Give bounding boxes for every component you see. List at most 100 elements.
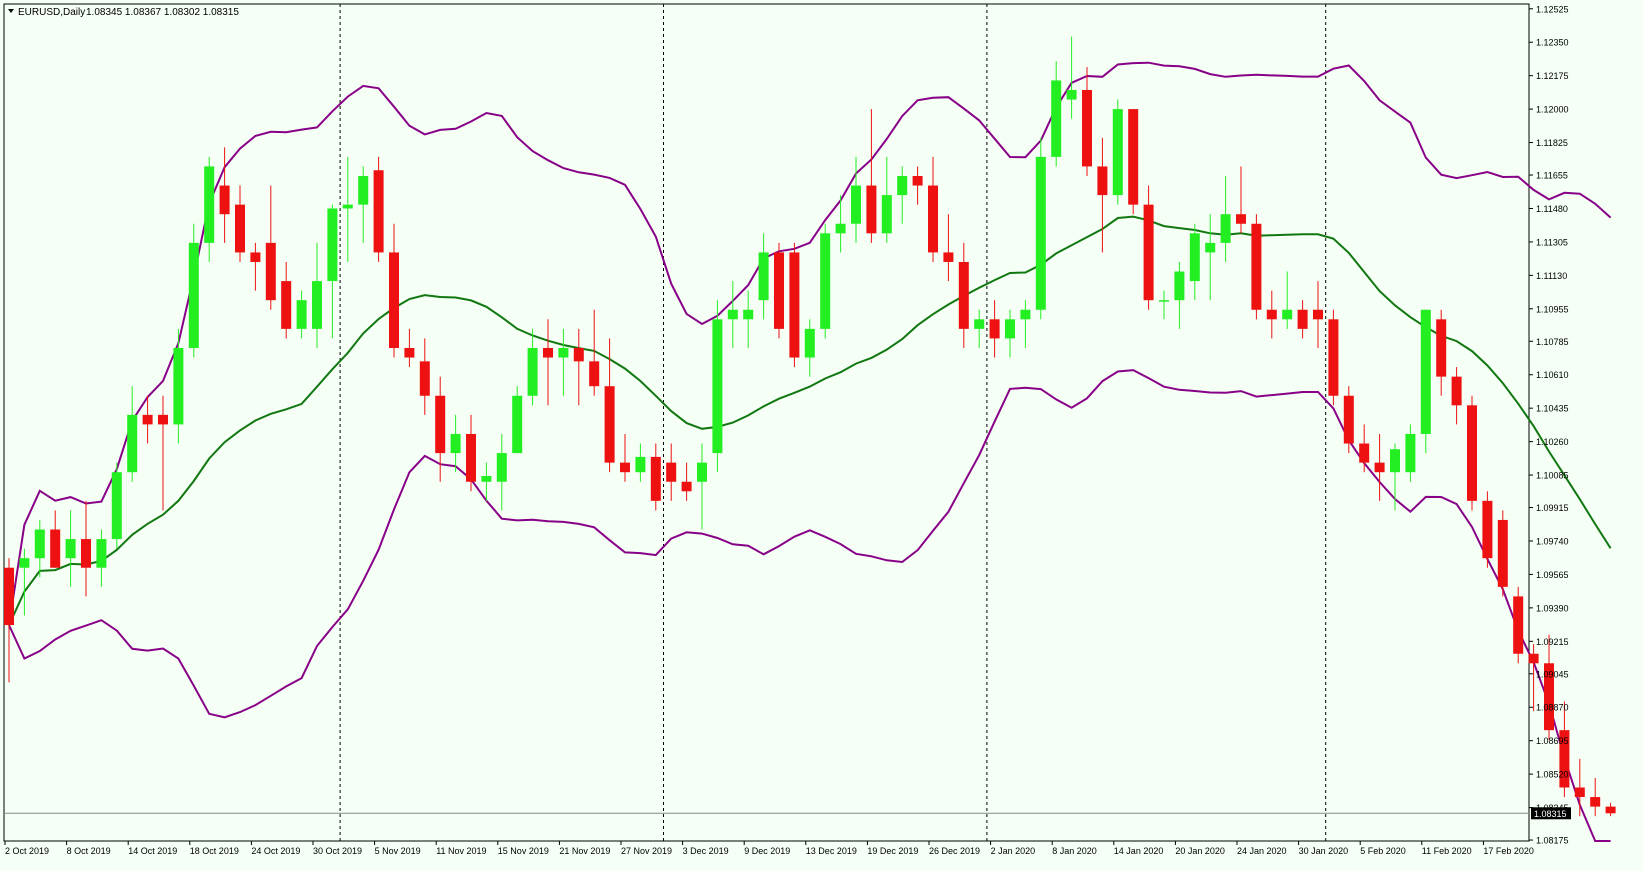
candle-body — [19, 558, 30, 568]
candle-body — [142, 414, 153, 425]
period-separators — [339, 4, 1327, 841]
candle-body — [1189, 233, 1200, 282]
candle-body — [1159, 300, 1169, 302]
candle — [866, 109, 877, 243]
candle — [974, 309, 985, 348]
candle-body — [96, 539, 107, 568]
candle-body — [173, 347, 184, 425]
candle — [4, 558, 14, 683]
candle-body — [1082, 89, 1092, 167]
candle — [1467, 395, 1477, 511]
x-tick-label: 14 Jan 2020 — [1114, 846, 1164, 856]
candle — [1035, 137, 1046, 320]
candle — [666, 443, 677, 501]
candle-body — [419, 361, 430, 396]
candle-body — [650, 456, 661, 501]
y-tick-label: 1.11130 — [1536, 271, 1567, 281]
candle-body — [81, 539, 91, 568]
candle — [1482, 491, 1493, 568]
candle — [173, 328, 184, 444]
x-tick-label: 5 Nov 2019 — [375, 846, 421, 856]
y-tick-label: 1.08345 — [1536, 803, 1569, 813]
candle — [1436, 309, 1447, 396]
candle — [19, 548, 30, 616]
candle — [342, 156, 353, 262]
y-tick-label: 1.08175 — [1536, 836, 1569, 846]
y-tick-label: 1.10610 — [1536, 370, 1569, 380]
x-tick-label: 18 Oct 2019 — [190, 846, 239, 856]
candle-body — [481, 476, 492, 482]
candle-body — [697, 462, 707, 482]
candle — [1559, 701, 1570, 798]
candle-body — [1128, 109, 1139, 205]
x-tick-label: 2 Jan 2020 — [991, 846, 1036, 856]
candle — [496, 433, 507, 511]
candle — [1112, 99, 1123, 205]
candle — [1451, 367, 1462, 425]
x-tick-label: 27 Nov 2019 — [621, 846, 672, 856]
y-tick-label: 1.08870 — [1536, 703, 1569, 713]
x-tick-label: 11 Feb 2020 — [1422, 846, 1472, 856]
candle — [881, 156, 892, 243]
x-tick-label: 3 Dec 2019 — [683, 846, 729, 856]
candle — [250, 242, 261, 291]
candle — [851, 156, 861, 243]
candle — [1097, 137, 1108, 253]
candle-body — [1035, 156, 1046, 310]
candle-body — [450, 433, 461, 454]
y-tick-label: 1.12175 — [1536, 71, 1569, 81]
candle-body — [1544, 663, 1554, 731]
candle-body — [127, 414, 138, 473]
candle-body — [1343, 395, 1354, 444]
x-tick-label: 14 Oct 2019 — [128, 846, 177, 856]
candle-body — [1559, 730, 1570, 788]
candle — [404, 328, 415, 368]
candle — [1405, 424, 1416, 482]
candle-body — [712, 319, 723, 454]
candle-body — [1297, 309, 1308, 329]
candle — [789, 242, 800, 368]
candle — [604, 338, 615, 473]
candle-body — [666, 462, 677, 482]
candle — [527, 328, 538, 406]
candle — [989, 300, 1000, 358]
candle — [589, 309, 600, 396]
candle-body — [774, 252, 784, 329]
x-tick-label: 11 Nov 2019 — [436, 846, 486, 856]
candle — [127, 386, 138, 482]
candle-body — [1266, 309, 1277, 320]
candle-body — [1205, 242, 1216, 253]
candle-body — [512, 395, 523, 454]
x-tick-label: 13 Dec 2019 — [806, 846, 857, 856]
candle — [512, 386, 523, 454]
x-tick-label: 24 Oct 2019 — [251, 846, 300, 856]
candle-body — [281, 281, 292, 329]
candle — [1266, 290, 1277, 339]
candle — [1497, 510, 1508, 597]
candle-body — [573, 347, 584, 362]
candle-body — [727, 309, 738, 320]
candle-body — [974, 319, 985, 329]
candle — [1328, 309, 1339, 406]
dropdown-triangle-icon[interactable] — [8, 9, 14, 13]
chart-header: EURUSD,Daily 1.08345 1.08367 1.08302 1.0… — [8, 7, 239, 18]
y-tick-label: 1.10260 — [1536, 437, 1569, 447]
candle-body — [681, 481, 692, 492]
candle-body — [1020, 309, 1031, 320]
candle — [327, 204, 338, 339]
candle-body — [897, 175, 908, 196]
candle — [1251, 214, 1262, 320]
candle — [1590, 777, 1601, 817]
candle-body — [1328, 319, 1339, 396]
candle — [450, 414, 461, 473]
candle-body — [1066, 89, 1077, 100]
y-tick-label: 1.11825 — [1536, 138, 1568, 148]
x-tick-label: 19 Dec 2019 — [867, 846, 918, 856]
candle-body — [342, 204, 353, 209]
candle-body — [1405, 433, 1416, 473]
candle-body — [1051, 80, 1062, 157]
x-tick-label: 20 Jan 2020 — [1175, 846, 1225, 856]
candle — [65, 510, 76, 587]
candle-body — [435, 395, 446, 454]
